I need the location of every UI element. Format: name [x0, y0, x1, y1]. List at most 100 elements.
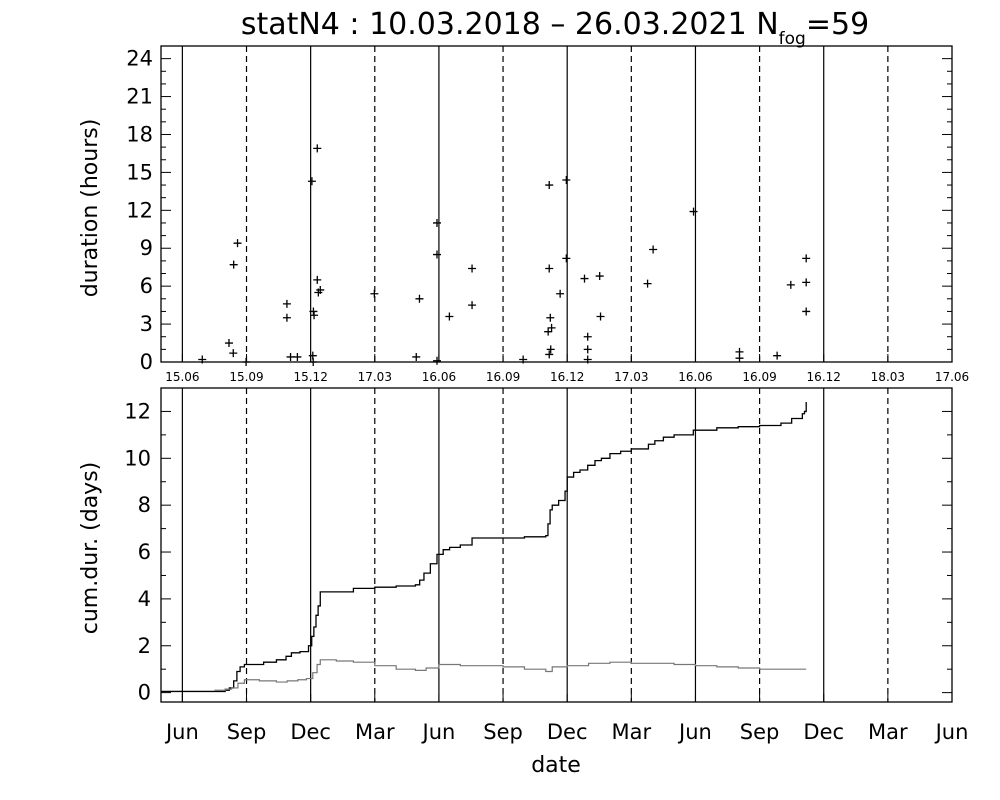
bottom-xtick-label: Sep [227, 720, 267, 744]
bottom-xtick-label: Sep [483, 720, 523, 744]
bottom-xlabel: date [531, 753, 581, 778]
fog-event-marker [309, 358, 318, 366]
bottom-xtick-label: Sep [740, 720, 780, 744]
fog-event-marker [282, 299, 291, 308]
top-xtick-label: 17.03 [614, 370, 648, 384]
fog-event-marker [802, 254, 811, 263]
top-xtick-label: 16.09 [486, 370, 520, 384]
chart-title-value: =59 [806, 7, 869, 42]
top-xtick-label: 17.06 [935, 370, 969, 384]
fog-event-marker [316, 285, 325, 294]
fog-event-marker [233, 239, 242, 248]
top-plot-frame [160, 45, 953, 363]
fog-event-marker [415, 294, 424, 303]
top-ytick-label: 3 [140, 312, 153, 336]
chart-title: statN4 : 10.03.2018 – 26.03.2021 Nfog=59 [241, 7, 869, 49]
top-xtick-label: 16.06 [422, 370, 456, 384]
fog-event-marker [293, 352, 302, 361]
fog-event-marker [445, 312, 454, 321]
fog-event-marker [224, 339, 233, 348]
fog-event-marker [786, 280, 795, 289]
fog-event-marker [432, 218, 441, 227]
fog-event-marker [545, 350, 554, 359]
fog-event-marker [802, 307, 811, 316]
top-ytick-label: 0 [140, 350, 153, 374]
fog-event-marker [432, 250, 441, 259]
fog-event-marker [546, 313, 555, 322]
fog-event-marker [544, 327, 553, 336]
cumulative-duration-line [161, 402, 807, 693]
top-xtick-label: 15.09 [229, 370, 263, 384]
top-ytick-label: 24 [126, 47, 153, 71]
bottom-ytick-label: 2 [138, 634, 151, 658]
top-xtick-label: 16.06 [678, 370, 712, 384]
fog-event-marker [583, 355, 592, 364]
bottom-ytick-label: 6 [138, 540, 151, 564]
fog-event-marker [689, 207, 698, 216]
bottom-ytick-label: 12 [124, 399, 151, 423]
fog-event-marker [313, 275, 322, 284]
fog-event-marker [546, 345, 555, 354]
bottom-xtick-label: Mar [612, 720, 652, 744]
bottom-xtick-label: Dec [803, 720, 844, 744]
top-xtick-label: 16.12 [807, 370, 841, 384]
fog-event-marker [773, 351, 782, 360]
bottom-xtick-label: Mar [355, 720, 395, 744]
fog-event-marker [198, 355, 207, 364]
top-ylabel: duration (hours) [78, 119, 103, 298]
top-ytick-label: 15 [126, 160, 153, 184]
bottom-xtick-label: Jun [164, 720, 199, 744]
fog-event-marker [735, 354, 744, 363]
duration-panel: 0 3 6 9 12 15 18 21 24 15.06 15.09 15.12 17.03 16.06 1… [126, 45, 969, 384]
bottom-xtick-label: Jun [934, 720, 969, 744]
fog-event-marker [229, 260, 238, 269]
fog-event-marker [307, 177, 316, 186]
bottom-plot-frame [160, 387, 953, 703]
bottom-ytick-label: 4 [138, 587, 151, 611]
top-ytick-label: 9 [140, 236, 153, 260]
fog-event-marker [596, 312, 605, 321]
fog-event-marker [468, 301, 477, 310]
bottom-ylabel: cum.dur. (days) [78, 462, 103, 634]
fog-event-marker [547, 323, 556, 332]
fog-event-marker [545, 181, 554, 190]
fog-event-marker [370, 289, 379, 298]
fog-event-marker [556, 289, 565, 298]
top-ytick-label: 6 [140, 274, 153, 298]
top-xtick-label: 15.12 [293, 370, 327, 384]
fog-event-marker [229, 349, 238, 358]
fog-event-marker [310, 311, 319, 320]
bottom-xtick-label: Jun [677, 720, 712, 744]
fog-event-marker [242, 358, 251, 366]
chart-title-sub: fog [779, 29, 806, 49]
fog-event-marker [583, 332, 592, 341]
bottom-xtick-label: Jun [421, 720, 456, 744]
fog-event-marker [562, 254, 571, 263]
bottom-ytick-label: 8 [138, 493, 151, 517]
top-ytick-label: 12 [126, 198, 153, 222]
fog-event-marker [583, 345, 592, 354]
cumulative-panel: 0 2 4 6 8 10 12 Jun Sep Dec Mar Jun Sep Dec Mar Jun Sep D… [124, 387, 969, 744]
fog-event-marker [580, 274, 589, 283]
bottom-xtick-label: Dec [547, 720, 588, 744]
top-ytick-label: 18 [126, 122, 153, 146]
fog-event-marker [643, 279, 652, 288]
fog-event-marker [802, 278, 811, 287]
fog-event-marker [519, 355, 528, 364]
fog-event-marker [412, 352, 421, 361]
top-xtick-label: 16.12 [550, 370, 584, 384]
bottom-ytick-label: 10 [124, 446, 151, 470]
fog-event-marker [286, 352, 295, 361]
bottom-xtick-label: Dec [290, 720, 331, 744]
bottom-xtick-label: Mar [868, 720, 908, 744]
fog-event-marker [432, 356, 441, 365]
fog-event-marker [649, 245, 658, 254]
fog-event-marker [545, 264, 554, 273]
top-xtick-label: 17.03 [358, 370, 392, 384]
chart-title-main: statN4 : 10.03.2018 – 26.03.2021 N [241, 7, 779, 42]
bottom-ytick-label: 0 [138, 681, 151, 705]
reference-line [214, 659, 807, 691]
fog-event-marker [468, 264, 477, 273]
fog-event-marker [282, 313, 291, 322]
top-xtick-label: 16.09 [742, 370, 776, 384]
